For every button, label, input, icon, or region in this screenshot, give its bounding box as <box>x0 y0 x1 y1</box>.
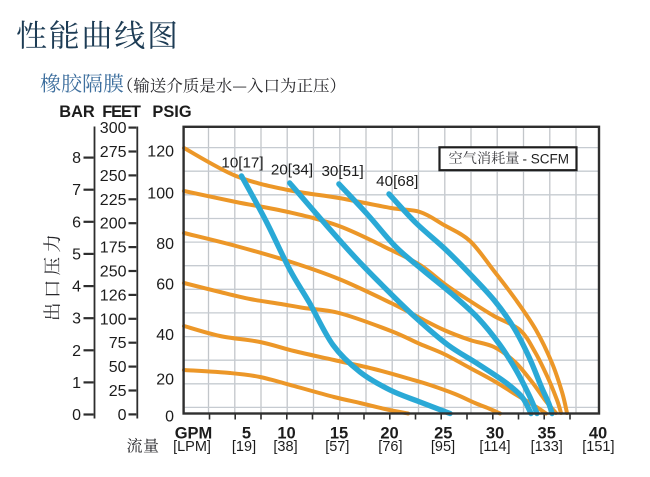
svg-text:300: 300 <box>100 120 127 137</box>
svg-text:50: 50 <box>109 359 127 376</box>
svg-text:100: 100 <box>147 185 174 202</box>
svg-text:20: 20 <box>156 371 174 388</box>
svg-text:0: 0 <box>165 408 174 425</box>
svg-text:40: 40 <box>156 327 174 344</box>
svg-text:25: 25 <box>109 383 127 400</box>
svg-text:250: 250 <box>100 264 127 281</box>
svg-text:250: 250 <box>100 168 127 185</box>
svg-text:8: 8 <box>72 150 81 167</box>
svg-text:[76]: [76] <box>378 439 402 455</box>
svg-text:40[68]: 40[68] <box>376 173 418 190</box>
svg-text:10: 10 <box>277 425 295 443</box>
svg-text:[133]: [133] <box>531 439 563 455</box>
svg-text:100: 100 <box>100 311 127 328</box>
svg-text:60: 60 <box>156 276 174 293</box>
svg-text:175: 175 <box>100 240 127 257</box>
svg-text:10[17]: 10[17] <box>221 154 263 171</box>
svg-text:[LPM]: [LPM] <box>173 439 211 455</box>
svg-text:5: 5 <box>242 425 251 443</box>
svg-text:[114]: [114] <box>479 439 510 455</box>
svg-text:200: 200 <box>100 216 127 233</box>
svg-text:[19]: [19] <box>232 439 256 455</box>
svg-text:126: 126 <box>100 287 127 304</box>
svg-text:80: 80 <box>156 236 174 253</box>
svg-text:PSIG: PSIG <box>152 103 191 121</box>
svg-text:5: 5 <box>72 246 81 263</box>
svg-text:7: 7 <box>72 182 81 199</box>
svg-text:0: 0 <box>72 407 81 424</box>
svg-text:[95]: [95] <box>431 439 455 455</box>
svg-text:[151]: [151] <box>582 439 614 455</box>
svg-text:- SCFM: - SCFM <box>523 151 570 166</box>
svg-text:1: 1 <box>72 375 81 392</box>
svg-text:40: 40 <box>589 425 607 443</box>
svg-text:GPM: GPM <box>175 425 213 443</box>
svg-text:120: 120 <box>147 144 174 161</box>
svg-text:30: 30 <box>486 425 504 443</box>
svg-text:0: 0 <box>118 407 127 424</box>
svg-text:75: 75 <box>109 335 127 352</box>
svg-text:FEET: FEET <box>102 103 141 121</box>
svg-text:20[34]: 20[34] <box>271 162 313 179</box>
svg-text:30[51]: 30[51] <box>321 163 363 180</box>
svg-text:2: 2 <box>72 343 81 360</box>
svg-text:BAR: BAR <box>59 103 95 121</box>
svg-text:35: 35 <box>538 425 556 443</box>
svg-text:225: 225 <box>100 192 127 209</box>
svg-text:3: 3 <box>72 311 81 328</box>
svg-text:275: 275 <box>100 144 127 161</box>
svg-text:6: 6 <box>72 214 81 231</box>
svg-text:15: 15 <box>330 425 348 443</box>
svg-text:25: 25 <box>434 425 452 443</box>
svg-text:[57]: [57] <box>325 439 349 455</box>
svg-text:4: 4 <box>72 279 81 296</box>
svg-text:[38]: [38] <box>273 439 297 455</box>
svg-text:20: 20 <box>380 425 398 443</box>
